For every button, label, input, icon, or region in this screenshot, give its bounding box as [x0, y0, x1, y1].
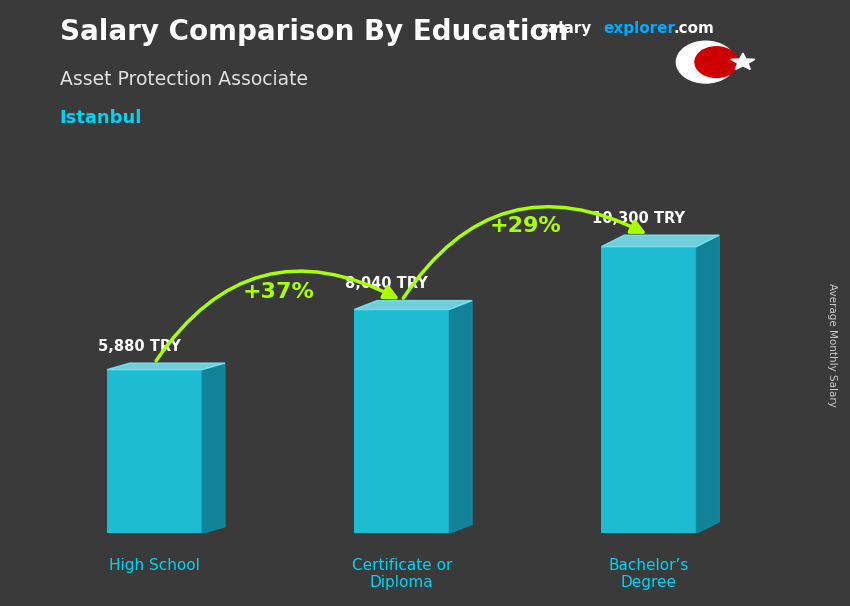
Text: +29%: +29% [490, 216, 561, 236]
Text: Salary Comparison By Education: Salary Comparison By Education [60, 18, 568, 46]
Polygon shape [450, 301, 472, 533]
FancyArrowPatch shape [403, 207, 643, 298]
Text: +37%: +37% [242, 282, 314, 302]
Text: salary: salary [540, 21, 592, 36]
Text: Bachelor’s
Degree: Bachelor’s Degree [609, 558, 689, 590]
Text: High School: High School [109, 558, 200, 573]
Text: Certificate or
Diploma: Certificate or Diploma [352, 558, 452, 590]
Text: Asset Protection Associate: Asset Protection Associate [60, 70, 308, 88]
Bar [107, 370, 202, 533]
Text: Istanbul: Istanbul [60, 109, 142, 127]
Circle shape [695, 47, 738, 78]
Text: .com: .com [673, 21, 714, 36]
FancyArrowPatch shape [156, 271, 396, 361]
Bar [601, 247, 696, 533]
Polygon shape [354, 301, 472, 310]
Circle shape [677, 41, 735, 83]
Polygon shape [202, 363, 225, 533]
Bar [354, 310, 450, 533]
Text: 8,040 TRY: 8,040 TRY [345, 276, 428, 291]
Text: 5,880 TRY: 5,880 TRY [98, 339, 180, 354]
Text: 10,300 TRY: 10,300 TRY [592, 211, 685, 226]
Polygon shape [107, 363, 225, 370]
Text: Average Monthly Salary: Average Monthly Salary [827, 284, 837, 407]
Polygon shape [696, 235, 719, 533]
Polygon shape [731, 53, 755, 70]
Text: explorer: explorer [604, 21, 676, 36]
Polygon shape [601, 235, 719, 247]
